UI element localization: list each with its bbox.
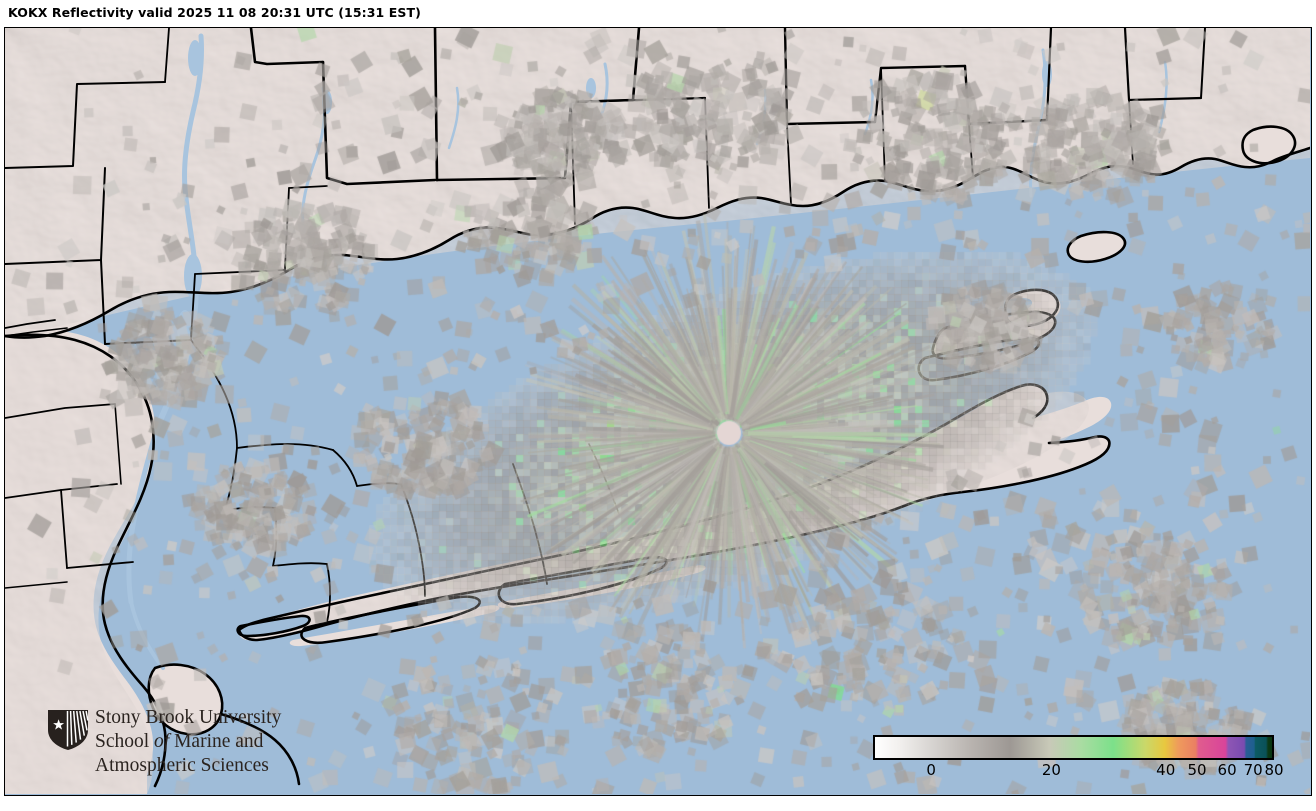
colorbar-tick-20: 20	[1041, 761, 1061, 779]
radar-echo-layer	[5, 28, 1310, 794]
colorbar-tick-50: 50	[1187, 761, 1207, 779]
colorbar-tick-0: 0	[926, 761, 936, 779]
map-frame: Stony Brook University School of Marine …	[4, 27, 1312, 796]
reflectivity-colorbar: 0 20 40 50 60 70 80	[869, 731, 1284, 791]
colorbar-tick-70: 70	[1243, 761, 1263, 779]
colorbar-tick-60: 60	[1217, 761, 1237, 779]
colorbar-tick-40: 40	[1156, 761, 1176, 779]
radar-map-canvas: Stony Brook University School of Marine …	[5, 28, 1310, 794]
colorbar-tick-80: 80	[1264, 761, 1284, 779]
colorbar-tick-labels: 0 20 40 50 60 70 80	[869, 761, 1284, 787]
page-title: KOKX Reflectivity valid 2025 11 08 20:31…	[8, 5, 421, 20]
colorbar-gradient	[873, 735, 1274, 760]
title-bar: KOKX Reflectivity valid 2025 11 08 20:31…	[0, 0, 1316, 27]
